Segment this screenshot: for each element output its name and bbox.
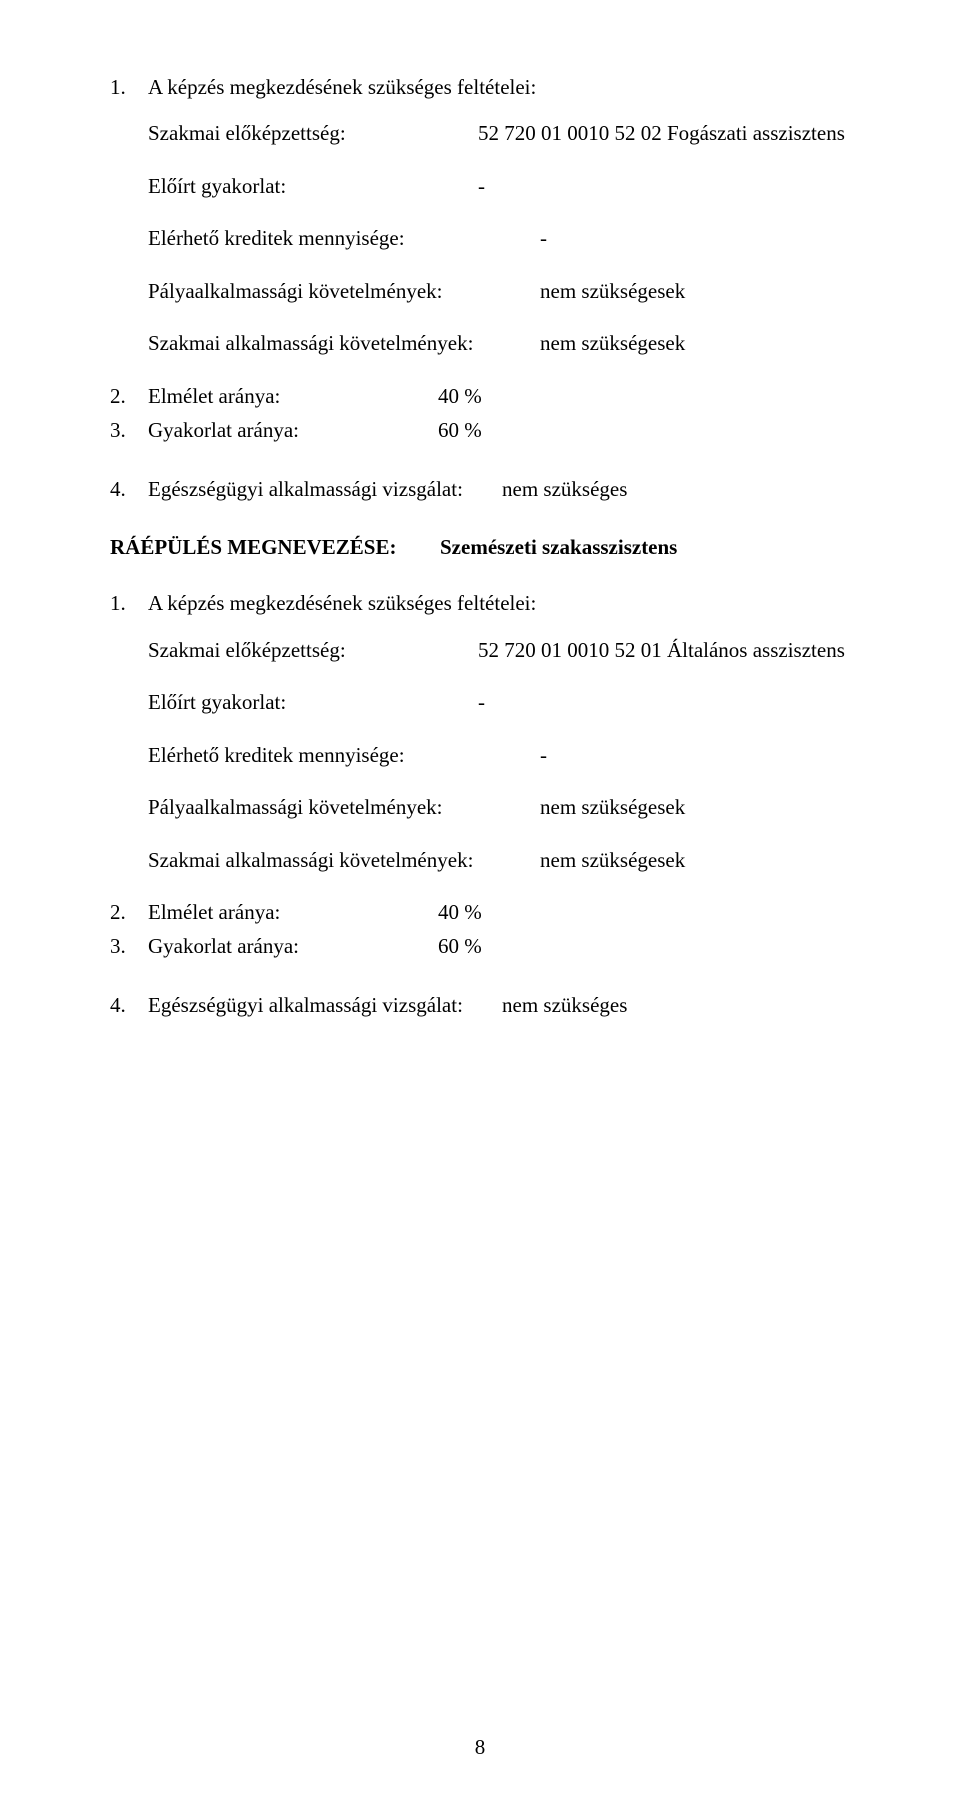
- field-label: Szakmai alkalmassági követelmények:: [148, 328, 540, 358]
- field-label: Szakmai előképzettség:: [148, 118, 478, 148]
- page-number: 8: [0, 1732, 960, 1762]
- field-label: Gyakorlat aránya:: [148, 931, 438, 961]
- field-label: Szakmai alkalmassági követelmények:: [148, 845, 540, 875]
- section-heading: RÁÉPÜLÉS MEGNEVEZÉSE: Szemészeti szakass…: [110, 532, 850, 562]
- list-item: 4. Egészségügyi alkalmassági vizsgálat: …: [110, 474, 850, 504]
- field-label: Egészségügyi alkalmassági vizsgálat:: [148, 474, 502, 504]
- item-number: 2.: [110, 381, 148, 411]
- list-item: 3. Gyakorlat aránya: 60 %: [110, 931, 850, 961]
- list-item: 2. Elmélet aránya: 40 %: [110, 897, 850, 927]
- heading-value: Szemészeti szakasszisztens: [440, 532, 850, 562]
- field-value: nem szükséges: [502, 474, 627, 504]
- field-value: nem szükségesek: [540, 276, 685, 306]
- field-row: Pályaalkalmassági követelmények: nem szü…: [148, 276, 850, 306]
- field-label: Előírt gyakorlat:: [148, 687, 478, 717]
- field-value: 40 %: [438, 897, 850, 927]
- field-label: Egészségügyi alkalmassági vizsgálat:: [148, 990, 502, 1020]
- item-number: 1.: [110, 588, 148, 618]
- item-number: 2.: [110, 897, 148, 927]
- field-label: Elérhető kreditek mennyisége:: [148, 740, 540, 770]
- field-value: -: [478, 171, 850, 201]
- field-value: nem szükségesek: [540, 845, 685, 875]
- field-label: Elmélet aránya:: [148, 381, 438, 411]
- field-label: Gyakorlat aránya:: [148, 415, 438, 445]
- field-value: nem szükségesek: [540, 328, 685, 358]
- field-row: Előírt gyakorlat: -: [148, 171, 850, 201]
- field-value: -: [540, 223, 547, 253]
- field-label: Pályaalkalmassági követelmények:: [148, 276, 540, 306]
- list-item: 3. Gyakorlat aránya: 60 %: [110, 415, 850, 445]
- item-number: 1.: [110, 72, 148, 102]
- document-page: 1. A képzés megkezdésének szükséges felt…: [0, 0, 960, 1808]
- list-item: 1. A képzés megkezdésének szükséges felt…: [110, 72, 850, 102]
- item-number: 4.: [110, 474, 148, 504]
- field-row: Pályaalkalmassági követelmények: nem szü…: [148, 792, 850, 822]
- stat-list: 2. Elmélet aránya: 40 % 3. Gyakorlat ará…: [110, 897, 850, 962]
- item-text: A képzés megkezdésének szükséges feltéte…: [148, 72, 850, 102]
- field-value: -: [478, 687, 850, 717]
- field-value: 40 %: [438, 381, 850, 411]
- stat-list: 2. Elmélet aránya: 40 % 3. Gyakorlat ará…: [110, 381, 850, 446]
- item-number: 3.: [110, 931, 148, 961]
- field-value: 60 %: [438, 931, 850, 961]
- field-value: nem szükségesek: [540, 792, 685, 822]
- field-value: 52 720 01 0010 52 02 Fogászati assziszte…: [478, 118, 850, 148]
- item-text: A képzés megkezdésének szükséges feltéte…: [148, 588, 850, 618]
- field-label: Szakmai előképzettség:: [148, 635, 478, 665]
- field-label: Elérhető kreditek mennyisége:: [148, 223, 540, 253]
- heading-label: RÁÉPÜLÉS MEGNEVEZÉSE:: [110, 532, 440, 562]
- list-item: 1. A képzés megkezdésének szükséges felt…: [110, 588, 850, 618]
- field-row: Szakmai előképzettség: 52 720 01 0010 52…: [148, 118, 850, 148]
- field-row: Szakmai előképzettség: 52 720 01 0010 52…: [148, 635, 850, 665]
- item-number: 4.: [110, 990, 148, 1020]
- item-number: 3.: [110, 415, 148, 445]
- field-label: Pályaalkalmassági követelmények:: [148, 792, 540, 822]
- field-value: nem szükséges: [502, 990, 627, 1020]
- field-row: Elérhető kreditek mennyisége: -: [148, 223, 850, 253]
- field-label: Elmélet aránya:: [148, 897, 438, 927]
- list-item: 4. Egészségügyi alkalmassági vizsgálat: …: [110, 990, 850, 1020]
- field-value: -: [540, 740, 547, 770]
- field-row: Szakmai alkalmassági követelmények: nem …: [148, 845, 850, 875]
- field-row: Elérhető kreditek mennyisége: -: [148, 740, 850, 770]
- field-row: Előírt gyakorlat: -: [148, 687, 850, 717]
- field-row: Szakmai alkalmassági követelmények: nem …: [148, 328, 850, 358]
- field-value: 60 %: [438, 415, 850, 445]
- field-label: Előírt gyakorlat:: [148, 171, 478, 201]
- list-item: 2. Elmélet aránya: 40 %: [110, 381, 850, 411]
- field-value: 52 720 01 0010 52 01 Általános assziszte…: [478, 635, 850, 665]
